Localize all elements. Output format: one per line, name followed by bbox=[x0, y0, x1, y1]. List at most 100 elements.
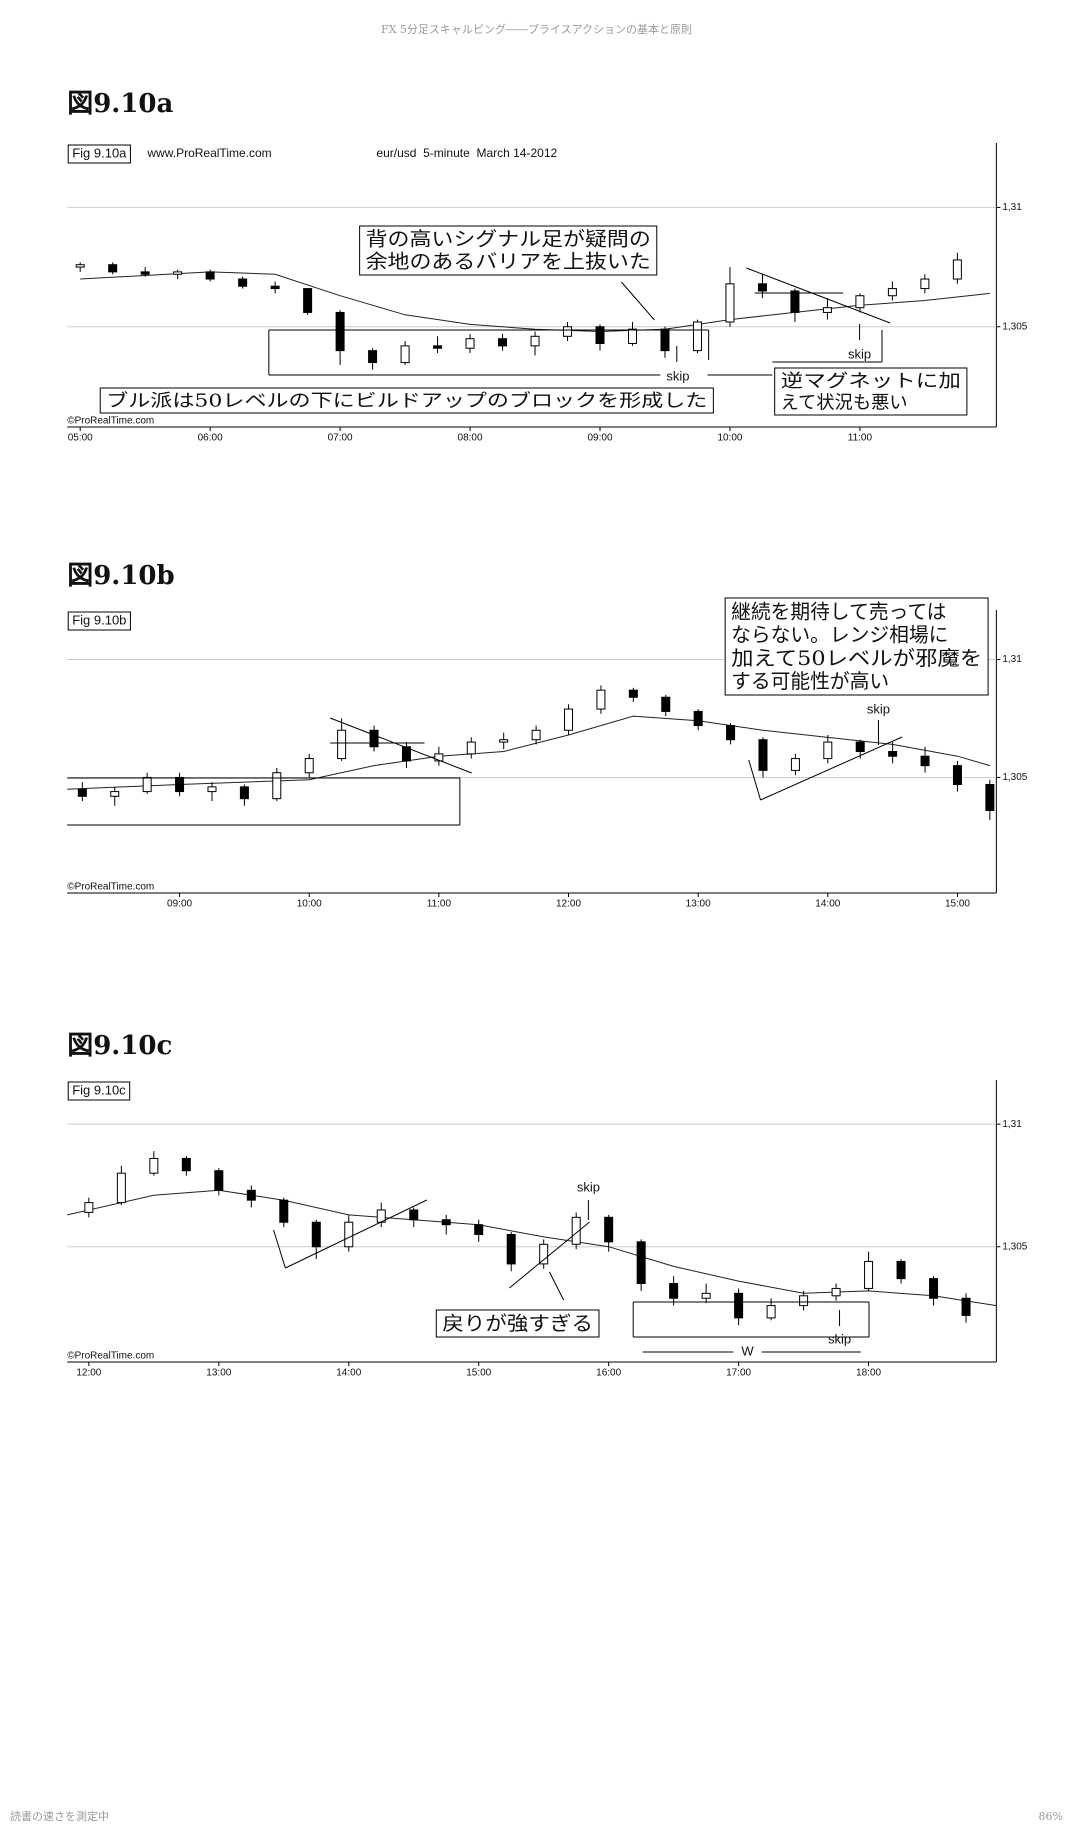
candle-body bbox=[465, 338, 475, 349]
candle-body bbox=[855, 295, 865, 309]
page-header: FX 5分足スキャルピング――プライスアクションの基本と原則 bbox=[381, 22, 692, 36]
candle-body bbox=[205, 271, 215, 280]
candle-body bbox=[799, 1295, 809, 1307]
candle-body bbox=[823, 741, 833, 760]
x-tick-label: 16:00 bbox=[596, 1368, 621, 1379]
y-tick-label: 1,305 bbox=[1002, 772, 1027, 783]
candle-body bbox=[539, 1243, 549, 1265]
candle-body bbox=[368, 350, 378, 364]
y-tick-label: 1,31 bbox=[1002, 202, 1022, 213]
y-tick-label: 1,305 bbox=[1002, 1241, 1027, 1252]
annotation-text: W bbox=[741, 1343, 754, 1358]
x-tick-label: 17:00 bbox=[726, 1368, 751, 1379]
candle-body bbox=[433, 345, 443, 349]
candle-body bbox=[498, 338, 508, 347]
annotation-line bbox=[329, 717, 472, 774]
moving-average bbox=[67, 1189, 997, 1307]
candle-body bbox=[604, 1216, 614, 1243]
annotation-text: 継続を期待して売っては bbox=[731, 600, 946, 623]
x-tick-label: 06:00 bbox=[198, 433, 223, 444]
candle-body bbox=[920, 755, 930, 767]
chart-heading: 図9.10b bbox=[67, 561, 175, 591]
x-tick-label: 13:00 bbox=[206, 1368, 231, 1379]
annotation-text: 加えて50レベルが邪魔を bbox=[731, 647, 982, 670]
candle-body bbox=[304, 758, 314, 774]
candle-body bbox=[400, 345, 410, 364]
candle-body bbox=[701, 1292, 711, 1299]
annotation-text: skip bbox=[577, 1179, 600, 1194]
candle-body bbox=[409, 1209, 419, 1221]
x-tick-label: 15:00 bbox=[945, 899, 970, 910]
candle-body bbox=[344, 1221, 354, 1248]
candle-body bbox=[466, 741, 476, 755]
candle-body bbox=[116, 1172, 126, 1204]
candle-body bbox=[207, 786, 217, 793]
figure-label: Fig 9.10c bbox=[72, 1082, 126, 1097]
candle-body bbox=[660, 328, 670, 352]
figure-label-box bbox=[67, 611, 131, 631]
x-tick-label: 07:00 bbox=[328, 433, 353, 444]
candle-body bbox=[636, 1241, 646, 1285]
annotation-line bbox=[746, 267, 891, 324]
annotation-text: 逆マグネットに加 bbox=[781, 371, 961, 392]
annotation-text: 余地のあるバリアを上抜いた bbox=[366, 250, 651, 273]
candle-body bbox=[214, 1170, 224, 1191]
annotation-line bbox=[273, 1229, 286, 1269]
candle-body bbox=[628, 689, 638, 698]
candle-body bbox=[108, 264, 118, 273]
candle-body bbox=[369, 729, 379, 748]
candle-body bbox=[661, 696, 671, 712]
annotation-box bbox=[774, 367, 968, 416]
candle-body bbox=[726, 725, 736, 741]
candle-body bbox=[725, 283, 735, 323]
candle-body bbox=[734, 1292, 744, 1319]
candle-body bbox=[563, 326, 573, 337]
candle-body bbox=[181, 1157, 191, 1172]
candle-body bbox=[75, 264, 85, 268]
candle-body bbox=[270, 285, 280, 290]
candle-body bbox=[929, 1278, 939, 1299]
x-tick-label: 10:00 bbox=[297, 899, 322, 910]
candle-body bbox=[864, 1260, 874, 1289]
annotation-box bbox=[435, 1309, 600, 1338]
candle-body bbox=[499, 739, 509, 743]
candle-body bbox=[434, 753, 444, 762]
footer-right: 86% bbox=[1039, 1810, 1063, 1823]
candle-body bbox=[401, 746, 411, 762]
moving-average bbox=[67, 715, 991, 790]
candle-body bbox=[173, 271, 183, 275]
annotation-text: skip bbox=[867, 701, 890, 716]
x-tick-label: 09:00 bbox=[587, 433, 612, 444]
x-tick-label: 12:00 bbox=[556, 899, 581, 910]
annotation-text: 背の高いシグナル足が疑問の bbox=[366, 227, 651, 250]
candle-body bbox=[140, 271, 150, 275]
candle-body bbox=[952, 765, 962, 786]
candle-body bbox=[238, 278, 248, 287]
annotation-line bbox=[509, 1221, 590, 1289]
annotation-line bbox=[760, 736, 903, 801]
chart-heading: 図9.10c bbox=[67, 1031, 172, 1061]
candle-body bbox=[239, 786, 249, 800]
candle-body bbox=[790, 758, 800, 771]
candle-body bbox=[822, 307, 832, 313]
x-tick-label: 09:00 bbox=[167, 899, 192, 910]
candle-body bbox=[311, 1221, 321, 1248]
annotation-text: する可能性が高い bbox=[731, 670, 889, 693]
candle-body bbox=[627, 328, 637, 344]
candle-body bbox=[896, 1260, 906, 1280]
credit: ©ProRealTime.com bbox=[67, 1351, 154, 1362]
x-tick-label: 08:00 bbox=[458, 433, 483, 444]
x-tick-label: 11:00 bbox=[427, 899, 452, 910]
annotation-box bbox=[99, 387, 714, 414]
candle-body bbox=[506, 1233, 516, 1265]
y-tick-label: 1,31 bbox=[1002, 654, 1022, 665]
candle-body bbox=[888, 751, 898, 757]
moving-average bbox=[80, 271, 990, 333]
figure-label: Fig 9.10b bbox=[72, 612, 126, 627]
annotation-text: skip bbox=[666, 368, 689, 383]
candle-body bbox=[669, 1283, 679, 1299]
x-tick-label: 18:00 bbox=[856, 1368, 881, 1379]
x-tick-label: 14:00 bbox=[815, 899, 840, 910]
figure-label-box bbox=[67, 1081, 131, 1101]
